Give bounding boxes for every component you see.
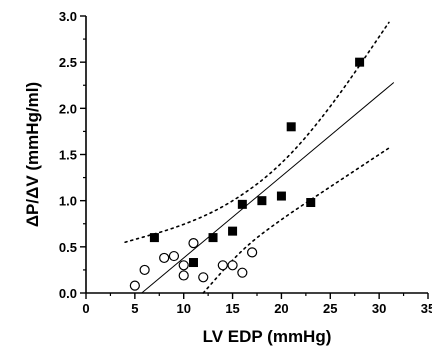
data-point-filled-square bbox=[188, 258, 198, 268]
x-axis-title: LV EDP (mmHg) bbox=[203, 327, 332, 346]
data-point-filled-square bbox=[257, 196, 267, 206]
regression-line bbox=[141, 82, 395, 294]
data-point-open-circle bbox=[198, 272, 209, 283]
data-point-filled-square bbox=[228, 226, 238, 236]
y-tick-label: 1.0 bbox=[59, 194, 77, 209]
y-tick-label: 3.0 bbox=[59, 9, 77, 24]
x-ticks: 0 5 10 15 20 25 30 35 bbox=[82, 293, 432, 316]
y-tick-label: 2.5 bbox=[59, 55, 77, 70]
data-point-filled-square bbox=[208, 233, 218, 243]
data-point-filled-square bbox=[149, 233, 159, 243]
data-point-open-circle bbox=[159, 252, 170, 264]
data-point-open-circle bbox=[139, 264, 150, 276]
confidence-band bbox=[202, 147, 390, 294]
data-point-filled-square bbox=[355, 57, 365, 67]
data-point-open-circle bbox=[247, 247, 258, 258]
regression-line-group bbox=[141, 82, 395, 294]
data-point-filled-square bbox=[276, 191, 286, 201]
data-point-filled-square bbox=[306, 198, 316, 208]
y-ticks: 0.0 0.5 1.0 1.5 2.0 2.5 3.0 bbox=[59, 9, 86, 301]
x-tick-label: 20 bbox=[274, 301, 288, 316]
y-tick-label: 0.5 bbox=[59, 240, 77, 255]
x-tick-label: 30 bbox=[372, 301, 386, 316]
x-tick-label: 10 bbox=[176, 301, 190, 316]
y-tick-label: 0.0 bbox=[59, 286, 77, 301]
confidence-band bbox=[124, 21, 390, 244]
y-tick-label: 1.5 bbox=[59, 148, 77, 163]
data-point-open-circle bbox=[178, 260, 189, 271]
x-tick-label: 35 bbox=[421, 301, 432, 316]
data-point-open-circle bbox=[168, 250, 180, 262]
x-tick-label: 5 bbox=[131, 301, 138, 316]
data-point-open-circle bbox=[227, 260, 238, 271]
data-point-open-circle bbox=[188, 238, 199, 249]
x-tick-label: 0 bbox=[82, 301, 89, 316]
x-tick-label: 15 bbox=[225, 301, 239, 316]
y-axis-title: ΔP/ΔV (mmHg/ml) bbox=[23, 82, 42, 227]
data-point-filled-square bbox=[286, 122, 296, 132]
data-point-open-circle bbox=[129, 280, 140, 291]
data-point-open-circle bbox=[217, 260, 228, 271]
data-point-open-circle bbox=[237, 267, 248, 278]
y-tick-label: 2.0 bbox=[59, 101, 77, 116]
data-point-filled-square bbox=[237, 199, 247, 209]
data-points bbox=[129, 57, 365, 291]
data-point-open-circle bbox=[178, 270, 189, 281]
x-tick-label: 25 bbox=[323, 301, 337, 316]
